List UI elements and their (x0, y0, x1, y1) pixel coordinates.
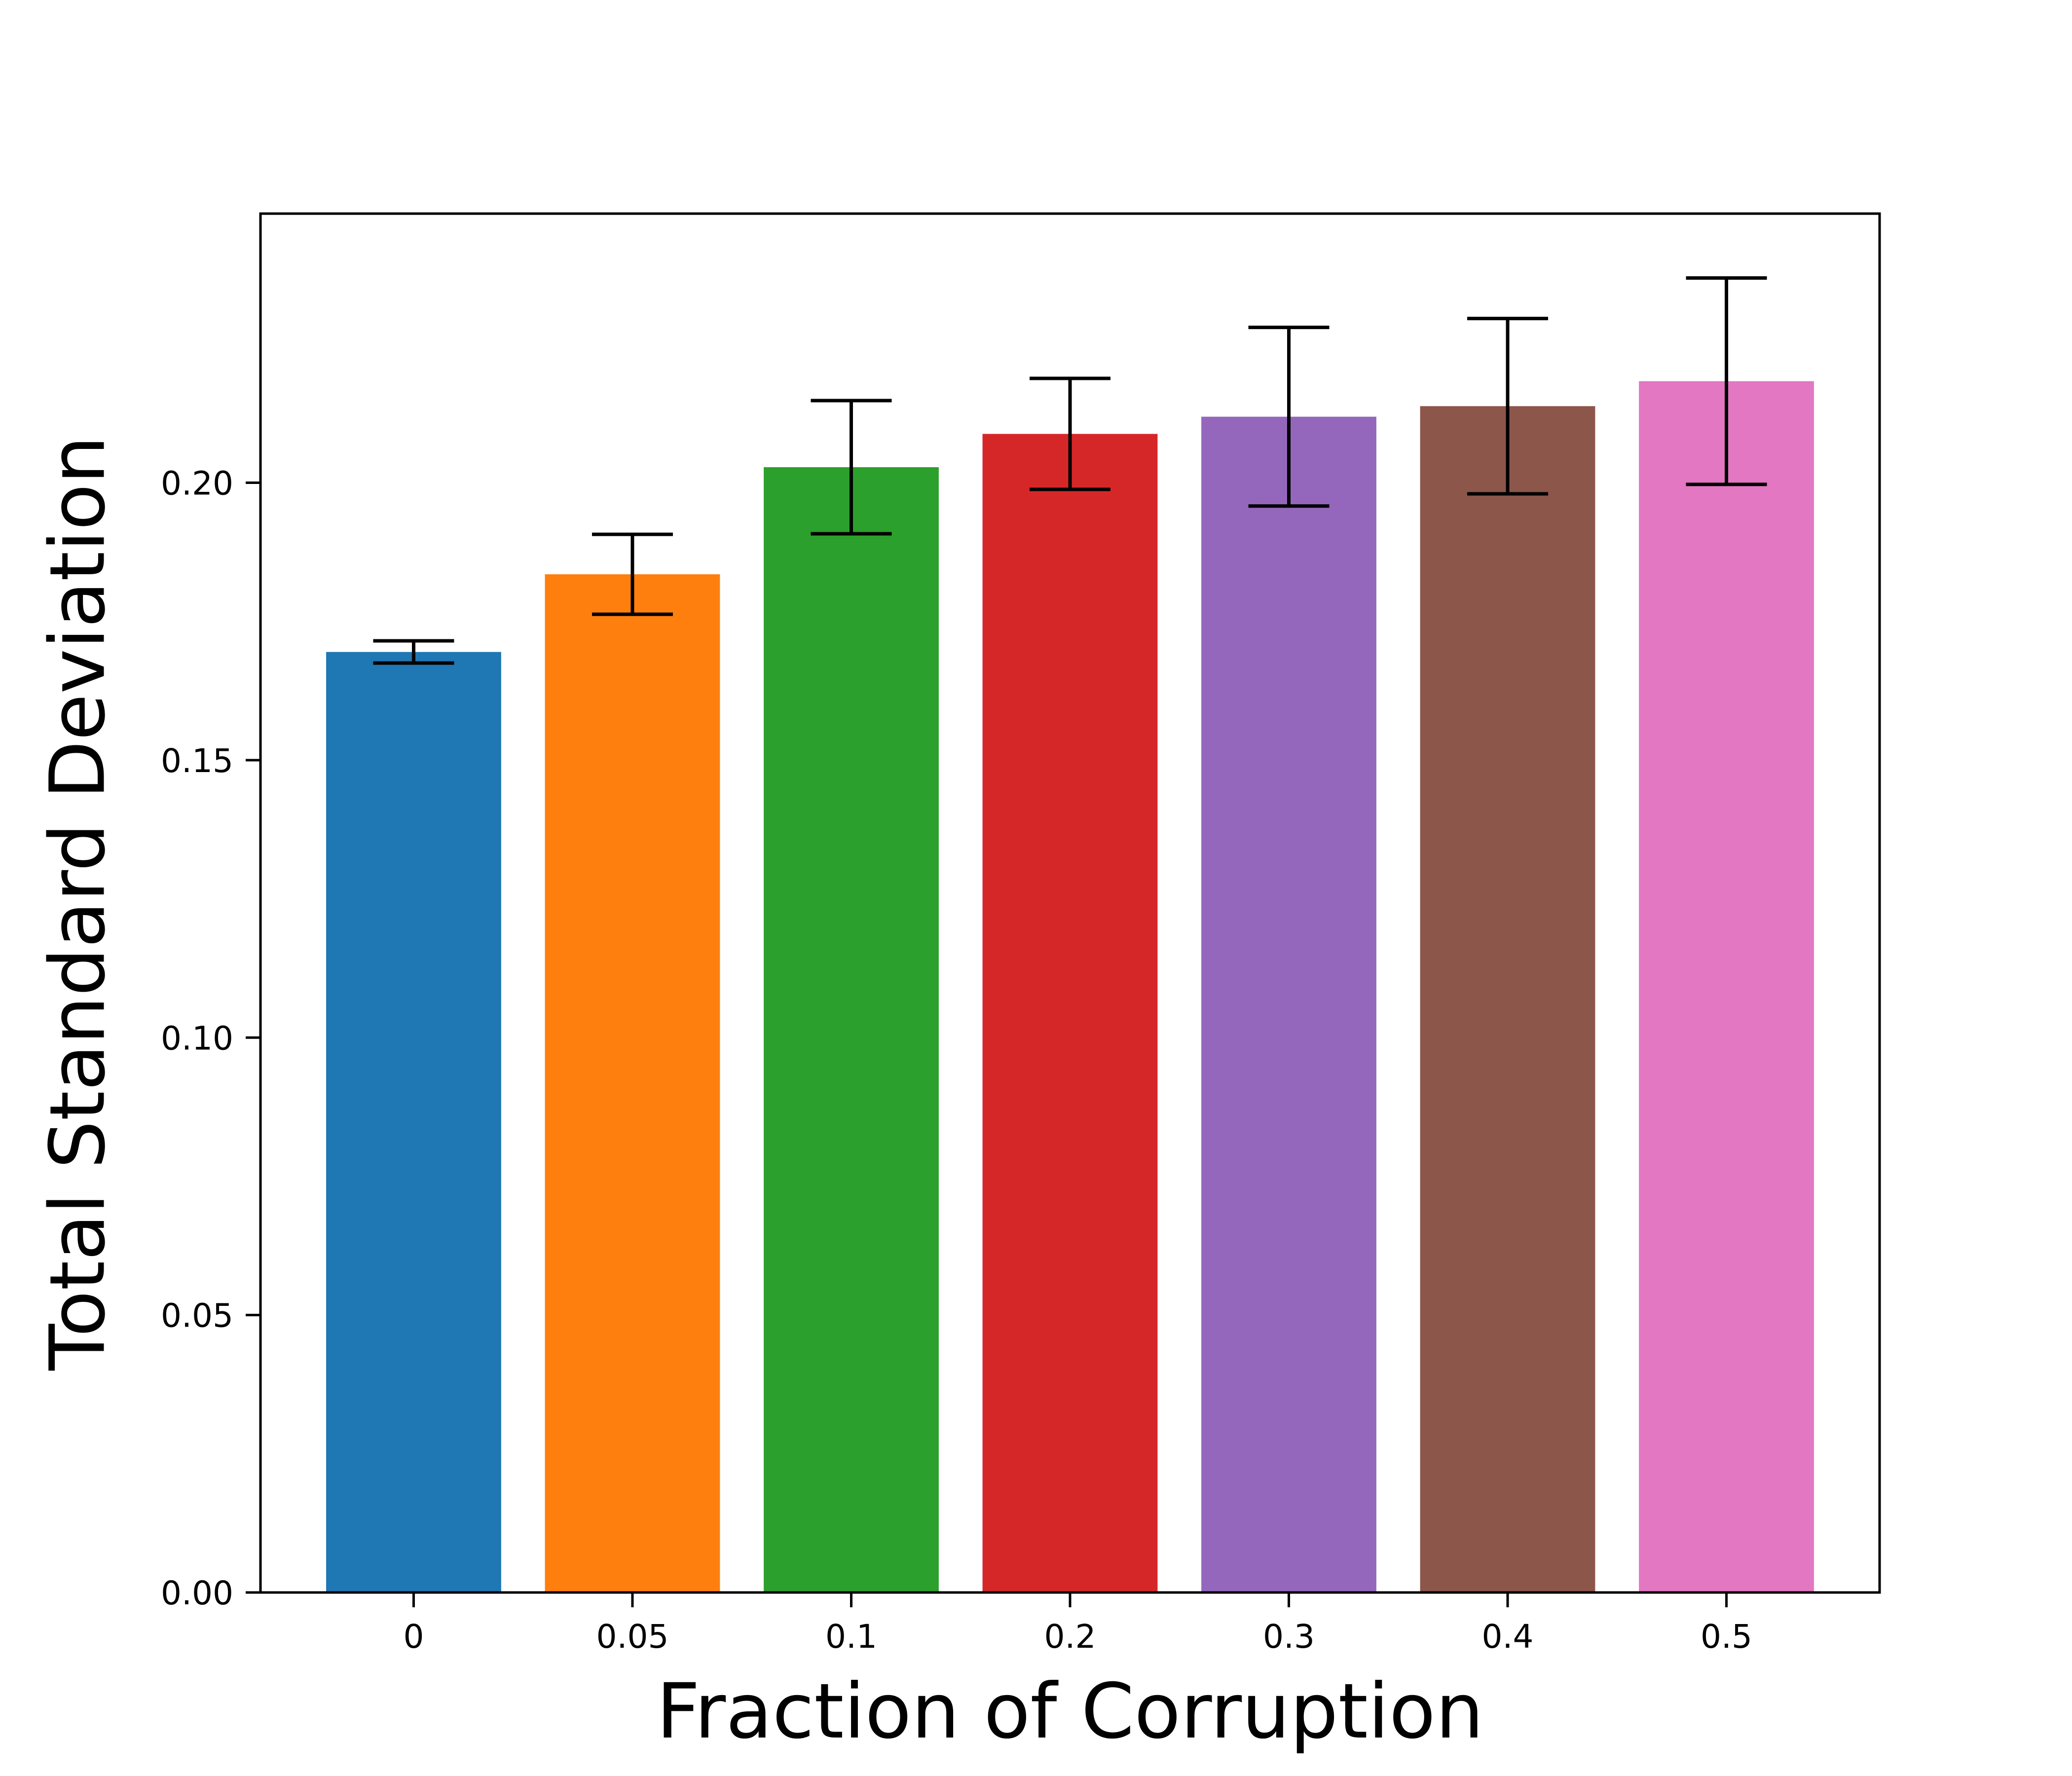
error-bar-0 (373, 639, 454, 665)
x-tick-label: 0.1 (825, 1618, 877, 1656)
y-tick-label: 0.20 (161, 465, 233, 503)
bar-0_5 (1639, 381, 1814, 1592)
bar-0_3 (1201, 416, 1376, 1592)
error-bar-0_05 (592, 532, 673, 616)
x-tick-label: 0.4 (1482, 1618, 1534, 1656)
y-tick-label: 0.10 (161, 1019, 233, 1057)
x-tick-label: 0.5 (1701, 1618, 1752, 1656)
y-tick-label: 0.15 (161, 742, 233, 780)
bar-0_2 (982, 434, 1158, 1592)
error-bar-0_5 (1686, 276, 1767, 486)
y-tick-label: 0.05 (161, 1297, 233, 1335)
x-tick-label: 0.3 (1263, 1618, 1315, 1656)
bar-0_05 (545, 574, 720, 1593)
x-axis-ticks: 0 0.05 0.1 0.2 0.3 0.4 0.5 (403, 1592, 1752, 1656)
y-axis-title: Total Standard Deviation (34, 436, 122, 1371)
bar-0_1 (764, 467, 939, 1593)
error-bar-0_3 (1248, 326, 1330, 508)
x-axis-title: Fraction of Corruption (656, 1667, 1483, 1756)
error-bar-0_1 (811, 399, 892, 536)
bar-0 (326, 652, 501, 1592)
error-bars-layer (373, 276, 1767, 665)
bars-layer (326, 381, 1814, 1593)
x-tick-label: 0.2 (1044, 1618, 1096, 1656)
x-tick-label: 0.05 (596, 1618, 668, 1656)
error-bar-0_4 (1467, 317, 1549, 496)
bar-0_4 (1420, 406, 1595, 1593)
y-axis-ticks: 0.00 0.05 0.10 0.15 0.20 (161, 465, 260, 1612)
y-tick-label: 0.00 (161, 1574, 233, 1612)
x-tick-label: 0 (403, 1618, 424, 1656)
error-bar-0_2 (1030, 376, 1110, 491)
